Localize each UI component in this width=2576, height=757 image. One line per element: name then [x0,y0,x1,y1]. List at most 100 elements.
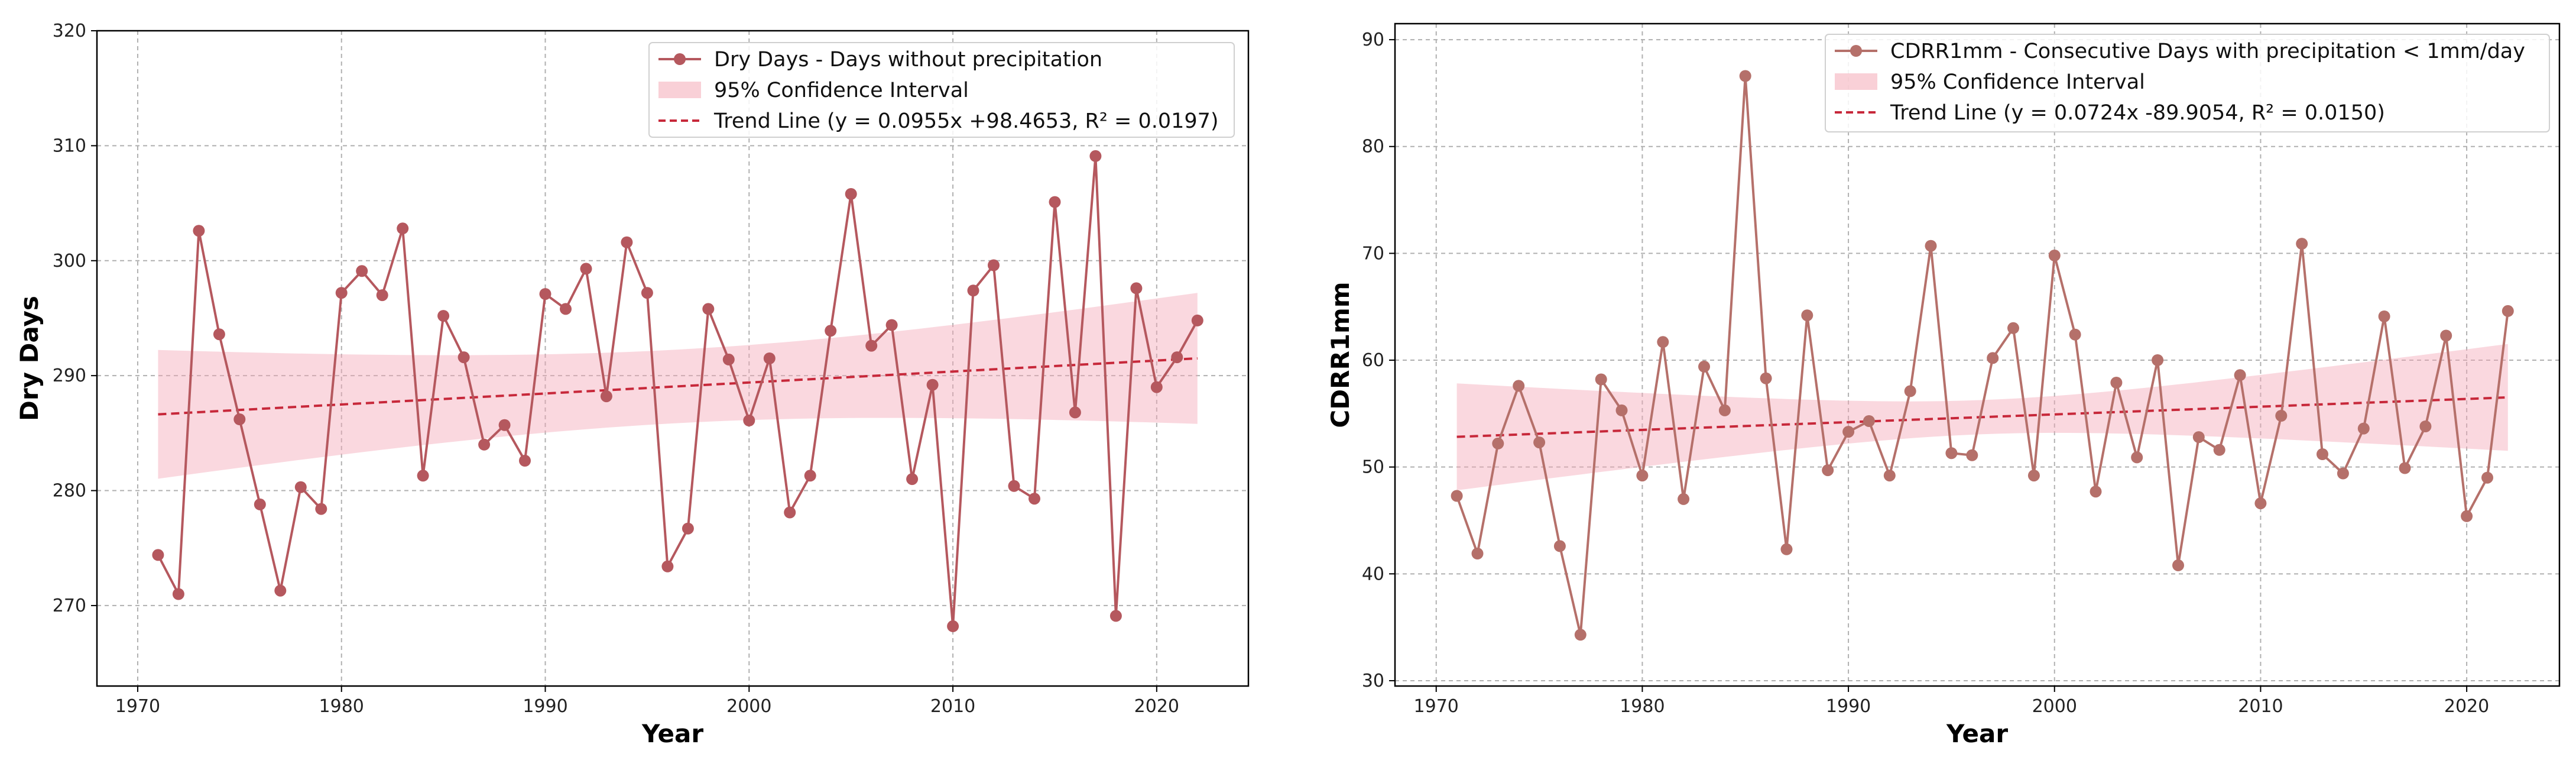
data-point [1657,336,1669,348]
data-point [152,549,164,561]
dry-days-x-ticks: 1970 1980 1990 2000 2010 2020 [115,686,1179,717]
data-point [2296,238,2308,250]
legend-series-label: Dry Days - Days without precipitation [714,48,1102,72]
y-tick-label: 80 [1362,137,1384,157]
data-point [2069,328,2081,341]
legend-trend-label: Trend Line (y = 0.0724x -89.9054, R² = 0… [1890,101,2385,125]
legend-band-label: 95% Confidence Interval [1890,70,2145,94]
x-tick-label: 2020 [2444,696,2489,717]
data-point [2090,486,2102,498]
y-tick-label: 300 [53,251,86,271]
cdrr1mm-y-axis-label: CDRR1mm [1326,282,1355,428]
y-tick-label: 60 [1362,350,1384,371]
data-point [193,225,205,237]
data-point [1842,426,1855,438]
y-tick-label: 270 [53,596,86,616]
data-point [335,287,348,299]
data-point [2461,510,2473,522]
data-point [1636,470,1649,482]
data-point [1130,282,1143,295]
data-point [845,188,857,200]
data-point [2378,310,2390,322]
data-point [1945,447,1958,460]
data-point [2172,559,2184,571]
data-point [865,339,878,352]
data-point [2234,369,2246,381]
data-point [519,455,531,467]
data-point [743,415,755,426]
data-point [1987,352,1999,364]
cdrr1mm-x-ticks: 1970 1980 1990 2000 2010 2020 [1414,686,2489,717]
dry-days-legend: Dry Days - Days without precipitation 95… [648,42,1235,138]
cdrr1mm-chart: 1970 1980 1990 2000 2010 2020 30405060708090 … [1326,22,2561,748]
data-point [2254,497,2267,510]
data-point [2152,354,2164,366]
data-point [2419,420,2432,432]
cdrr1mm-axes-frame [1394,22,2561,687]
data-point [1863,415,1875,427]
dry-days-series-line [157,154,1199,627]
data-point [417,470,429,482]
cdrr1mm-grid [1395,24,2559,686]
data-point [397,222,409,235]
y-tick-label: 290 [53,365,86,386]
data-point [784,506,796,519]
data-point [1089,150,1102,162]
data-point [2502,305,2514,317]
dry-days-y-ticks: 270 280 290 300 310 320 [53,21,97,616]
x-tick-label: 1990 [523,696,567,717]
data-point [2337,467,2349,480]
data-point [1822,464,1834,477]
cdrr1mm-x-axis-label: Year [1946,719,2008,748]
data-point [926,378,939,391]
data-point [2110,377,2123,389]
cdrr1mm-legend: CDRR1mm - Consecutive Days with precipit… [1825,34,2550,132]
y-tick-label: 40 [1362,564,1384,584]
data-point [2399,462,2411,474]
x-tick-label: 1970 [115,696,160,717]
data-point [1925,240,1937,252]
data-point [1883,470,1896,482]
data-point [682,522,694,535]
data-point [1492,437,1504,449]
data-point [294,481,307,493]
data-point [172,588,184,600]
data-point [2481,471,2493,484]
dry-days-grid [97,30,1248,686]
data-point [1801,309,1813,322]
data-point [1451,490,1463,502]
y-tick-label: 280 [53,481,86,502]
data-point [498,419,511,431]
data-point [947,620,959,632]
dry-days-x-axis-label: Year [641,719,703,748]
data-point [356,265,368,277]
data-point [1615,404,1628,416]
data-point [1191,314,1203,326]
data-point [825,325,837,337]
data-point [885,319,898,331]
data-point [2440,329,2452,342]
y-tick-label: 50 [1362,457,1384,478]
data-point [1029,493,1040,505]
data-point [2048,250,2061,261]
legend-band-label: 95% Confidence Interval [714,79,969,102]
cdrr1mm-series-line [1455,75,2509,636]
data-point [1595,373,1607,386]
data-point [1678,493,1690,505]
y-tick-label: 310 [53,135,86,156]
data-point [722,353,735,365]
data-point [233,413,246,425]
data-point [1049,196,1061,208]
data-point [621,236,633,248]
dry-days-chart: 1970 1980 1990 2000 2010 2020 270 280 290 300 310… [15,21,1250,748]
y-tick-label: 30 [1362,671,1384,691]
data-point [437,310,450,322]
x-tick-label: 2000 [726,696,771,717]
legend-box [648,42,1235,138]
y-tick-label: 90 [1362,30,1384,50]
legend-series-marker [674,53,686,65]
cdrr1mm-points [1451,70,2514,641]
cdrr1mm-trend-line [1456,396,2508,438]
legend-box [1825,34,2550,132]
